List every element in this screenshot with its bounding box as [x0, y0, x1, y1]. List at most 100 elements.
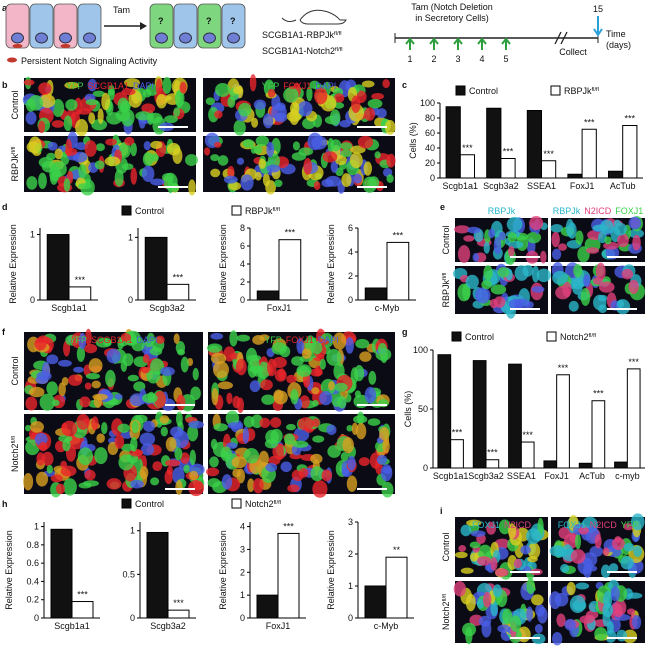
- y-tick-label: 6: [348, 223, 353, 233]
- x-tick-label: AcTub: [610, 181, 636, 191]
- cell-signal: [214, 141, 222, 148]
- cell-signal: [526, 528, 542, 544]
- significance: ***: [503, 147, 514, 157]
- x-tick-label: Scgb3a2: [483, 181, 519, 191]
- cell-signal: [51, 161, 67, 177]
- cell-signal: [460, 524, 472, 537]
- cell-signal: [135, 111, 152, 121]
- cell-signal: [453, 581, 466, 597]
- y-axis-label: Cells (%): [403, 391, 413, 428]
- cell-signal: [88, 112, 96, 125]
- bar: [472, 360, 487, 469]
- cell-signal: [149, 347, 163, 356]
- cell-signal: [367, 98, 383, 109]
- cell-signal: [274, 179, 283, 188]
- cell-signal: [475, 287, 491, 304]
- row-label: Control: [441, 532, 451, 561]
- y-tick-label: 0: [130, 613, 135, 623]
- label: Tam (Notch Deletion: [411, 2, 493, 12]
- stain-label: YFP SCGB1A1 DAPI: [66, 81, 154, 91]
- cell-signal: [101, 421, 108, 435]
- legend-swatch: [121, 498, 132, 509]
- cell-signal: [114, 393, 123, 400]
- cell-signal: [61, 420, 78, 437]
- cell-signal: [483, 241, 490, 254]
- injection-arrow: [429, 37, 439, 50]
- label: ?: [158, 16, 164, 26]
- legend-swatch: [546, 331, 557, 342]
- cell-signal: [192, 367, 199, 381]
- cell-signal: [583, 274, 591, 288]
- cell-signal: [633, 545, 642, 558]
- cell-signal: [355, 422, 367, 440]
- cell-signal: [150, 477, 160, 486]
- cell-signal: [143, 140, 151, 151]
- cell-signal: [492, 584, 503, 598]
- cell-signal: [610, 586, 620, 602]
- cell-signal: [255, 135, 269, 147]
- legend-label-part: fl/fl: [592, 87, 599, 93]
- bar: [278, 239, 302, 301]
- cell-signal: [221, 474, 233, 490]
- cell-signal: [522, 264, 534, 277]
- cell-signal: [292, 440, 309, 448]
- cell-signal: [626, 608, 636, 615]
- cell-signal: [34, 337, 47, 351]
- label-part: ?: [158, 16, 164, 26]
- cell-signal: [341, 467, 350, 477]
- cell-signal: [84, 140, 97, 157]
- cell-signal: [85, 328, 92, 346]
- cell-signal: [467, 226, 481, 234]
- cell-signal: [106, 478, 122, 490]
- legend-label-part: Control: [465, 332, 494, 342]
- label: SCGB1A1-Notch2fl/fl: [262, 46, 343, 56]
- y-tick-label: 0: [423, 463, 428, 473]
- cell-signal: [498, 231, 506, 241]
- bar: [144, 236, 168, 301]
- row-label: RBPJkfl/fl: [441, 273, 451, 308]
- cell-signal: [155, 335, 165, 345]
- significance: ***: [628, 357, 639, 367]
- legend-label-part: Control: [135, 206, 164, 216]
- cell-signal: [520, 545, 531, 555]
- significance: ***: [625, 114, 636, 124]
- cell-signal: [616, 299, 625, 308]
- cell-signal: [220, 446, 233, 462]
- cell-signal: [226, 442, 238, 449]
- cell-signal: [87, 78, 98, 92]
- cell-signal: [371, 93, 385, 100]
- cell-signal: [120, 108, 135, 127]
- cell-signal: [28, 95, 44, 111]
- cell-signal: [183, 464, 191, 474]
- cell-signal: [165, 436, 177, 452]
- cell-signal: [47, 141, 58, 151]
- cell-signal: [232, 468, 241, 478]
- cell-signal: [143, 420, 155, 432]
- cell-signal: [148, 112, 163, 124]
- cell-signal: [359, 351, 372, 362]
- bar: [459, 154, 476, 179]
- panel-letter: a: [2, 3, 8, 13]
- y-tick-label: 0: [128, 295, 133, 305]
- cell-signal: [608, 563, 619, 573]
- cell-signal: [327, 445, 341, 458]
- cell-signal: [482, 591, 492, 608]
- bar: [622, 125, 638, 179]
- row-label-part: fl/fl: [11, 147, 17, 154]
- cell-signal: [217, 381, 233, 390]
- cell-signal: [130, 142, 137, 157]
- legend-label-part: fl/fl: [589, 333, 596, 339]
- y-tick-label: 80: [425, 113, 435, 123]
- label: 4: [479, 54, 484, 64]
- cell-signal: [46, 464, 54, 474]
- cell-signal: [63, 478, 77, 496]
- cell-signal: [105, 369, 116, 388]
- cell-signal: [266, 141, 275, 158]
- cell-signal: [555, 285, 571, 300]
- cell-signal: [376, 108, 387, 119]
- bar: [167, 609, 190, 619]
- row-label-part: Control: [441, 532, 451, 561]
- cell-signal: [536, 268, 551, 283]
- cell-signal: [117, 97, 129, 113]
- cell-signal: [180, 356, 189, 373]
